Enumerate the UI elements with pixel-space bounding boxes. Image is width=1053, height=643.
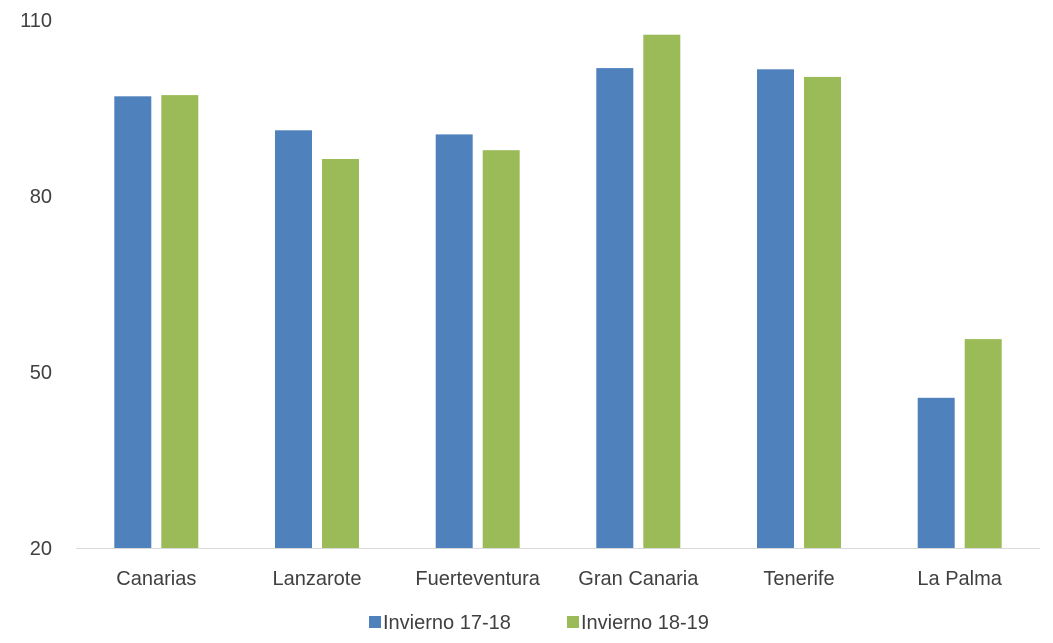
- y-tick-label: 80: [30, 186, 52, 208]
- x-tick-label: Gran Canaria: [578, 568, 699, 590]
- legend-swatch: [369, 616, 381, 628]
- bar-canarias-series-1: [114, 96, 152, 549]
- bar-la-palma-series-2: [964, 339, 1002, 548]
- y-tick-label: 20: [30, 538, 52, 560]
- legend: Invierno 17-18 Invierno 18-19: [369, 612, 709, 634]
- x-tick-label: Fuerteventura: [415, 568, 540, 590]
- bar-gran-canaria-series-1: [596, 68, 634, 548]
- x-axis: Canarias Lanzarote Fuerteventura Gran Canar…: [116, 568, 1002, 590]
- bar-gran-canaria-series-2: [643, 34, 681, 548]
- bar-lanzarote-series-2: [322, 159, 359, 548]
- bar-tenerife-series-2: [804, 76, 841, 549]
- x-tick-label: Canarias: [116, 568, 196, 590]
- bars-group: [114, 34, 1002, 549]
- legend-swatch: [567, 616, 579, 628]
- bar-lanzarote-series-1: [275, 130, 312, 549]
- legend-label: Invierno 18-19: [581, 612, 709, 634]
- x-tick-label: Lanzarote: [273, 568, 362, 590]
- bar-la-palma-series-1: [917, 397, 955, 548]
- bar-tenerife-series-1: [757, 69, 794, 549]
- y-tick-label: 50: [30, 362, 52, 384]
- y-tick-label: 110: [20, 10, 52, 32]
- bar-canarias-series-2: [161, 95, 199, 548]
- y-axis: 20 50 80 110: [20, 10, 52, 560]
- bar-fuerteventura-series-2: [482, 150, 520, 548]
- x-tick-label: Tenerife: [763, 568, 834, 590]
- x-tick-label: La Palma: [917, 568, 1002, 590]
- legend-label: Invierno 17-18: [383, 612, 511, 634]
- bar-fuerteventura-series-1: [435, 134, 473, 548]
